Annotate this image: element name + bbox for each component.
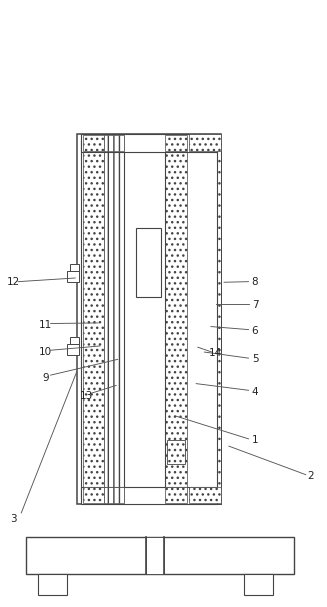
Text: 13: 13: [80, 391, 93, 401]
Bar: [167, 440, 185, 464]
Text: 4: 4: [252, 387, 258, 396]
Bar: [38, 574, 67, 595]
Text: 7: 7: [252, 300, 258, 310]
Bar: [83, 144, 104, 493]
Text: 1: 1: [252, 435, 258, 445]
Bar: [104, 135, 124, 151]
Text: 11: 11: [39, 320, 52, 330]
Text: 5: 5: [252, 354, 258, 364]
Text: 9: 9: [43, 373, 49, 382]
Bar: [165, 135, 187, 151]
Bar: [67, 271, 79, 282]
Text: 12: 12: [7, 277, 20, 287]
Bar: [244, 574, 273, 595]
Text: 8: 8: [252, 277, 258, 287]
Bar: [165, 144, 187, 493]
Bar: [83, 135, 104, 151]
Text: 14: 14: [209, 348, 222, 358]
Bar: [189, 134, 221, 151]
Bar: [81, 140, 217, 498]
Bar: [146, 537, 164, 574]
Bar: [77, 134, 221, 504]
Bar: [136, 228, 161, 297]
Bar: [83, 487, 104, 503]
Bar: [124, 149, 165, 489]
Bar: [81, 134, 217, 152]
Bar: [165, 487, 187, 503]
Bar: [70, 337, 79, 344]
Bar: [189, 487, 221, 503]
Bar: [104, 487, 124, 503]
Text: 3: 3: [10, 514, 16, 524]
Bar: [67, 344, 79, 355]
Bar: [26, 537, 294, 574]
Text: 2: 2: [307, 472, 314, 481]
Bar: [81, 487, 217, 504]
Text: 10: 10: [39, 347, 52, 357]
Text: 6: 6: [252, 326, 258, 336]
Bar: [104, 144, 124, 493]
Bar: [189, 134, 221, 504]
Bar: [70, 264, 79, 271]
